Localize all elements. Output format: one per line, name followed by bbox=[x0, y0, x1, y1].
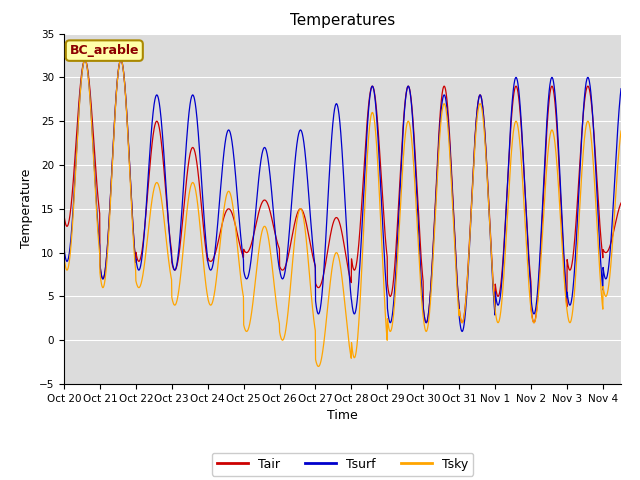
Line: Tsurf: Tsurf bbox=[64, 60, 639, 340]
X-axis label: Time: Time bbox=[327, 409, 358, 422]
Tsky bbox=[315, 363, 323, 369]
Tsurf bbox=[387, 320, 394, 325]
Tsky bbox=[118, 58, 125, 64]
Tair bbox=[627, 215, 635, 220]
Tair bbox=[557, 206, 565, 212]
Tsurf bbox=[525, 257, 532, 263]
Tair bbox=[81, 57, 89, 63]
Line: Tsky: Tsky bbox=[64, 60, 639, 366]
Tsurf bbox=[627, 141, 635, 147]
Tsky bbox=[635, 337, 640, 343]
Y-axis label: Temperature: Temperature bbox=[20, 169, 33, 249]
Tsurf bbox=[557, 197, 565, 203]
Tair bbox=[387, 293, 394, 299]
Tsky bbox=[60, 253, 68, 259]
Tsky bbox=[627, 180, 635, 185]
Tsurf bbox=[635, 337, 640, 343]
Tsurf bbox=[81, 57, 89, 63]
Tsurf bbox=[60, 245, 68, 251]
Tsky bbox=[387, 328, 394, 334]
Line: Tair: Tair bbox=[64, 60, 639, 340]
Tair bbox=[60, 212, 68, 218]
Tair bbox=[635, 337, 640, 343]
Tsky bbox=[525, 283, 532, 289]
Tair bbox=[118, 58, 125, 64]
Tsurf bbox=[118, 58, 125, 64]
Title: Temperatures: Temperatures bbox=[290, 13, 395, 28]
Tsky bbox=[557, 231, 565, 237]
Tsky bbox=[81, 57, 89, 63]
Text: BC_arable: BC_arable bbox=[70, 44, 139, 57]
Tsky bbox=[242, 328, 250, 334]
Tsurf bbox=[242, 275, 250, 281]
Legend: Tair, Tsurf, Tsky: Tair, Tsurf, Tsky bbox=[212, 453, 473, 476]
Tair bbox=[242, 250, 250, 255]
Tair bbox=[525, 252, 532, 258]
